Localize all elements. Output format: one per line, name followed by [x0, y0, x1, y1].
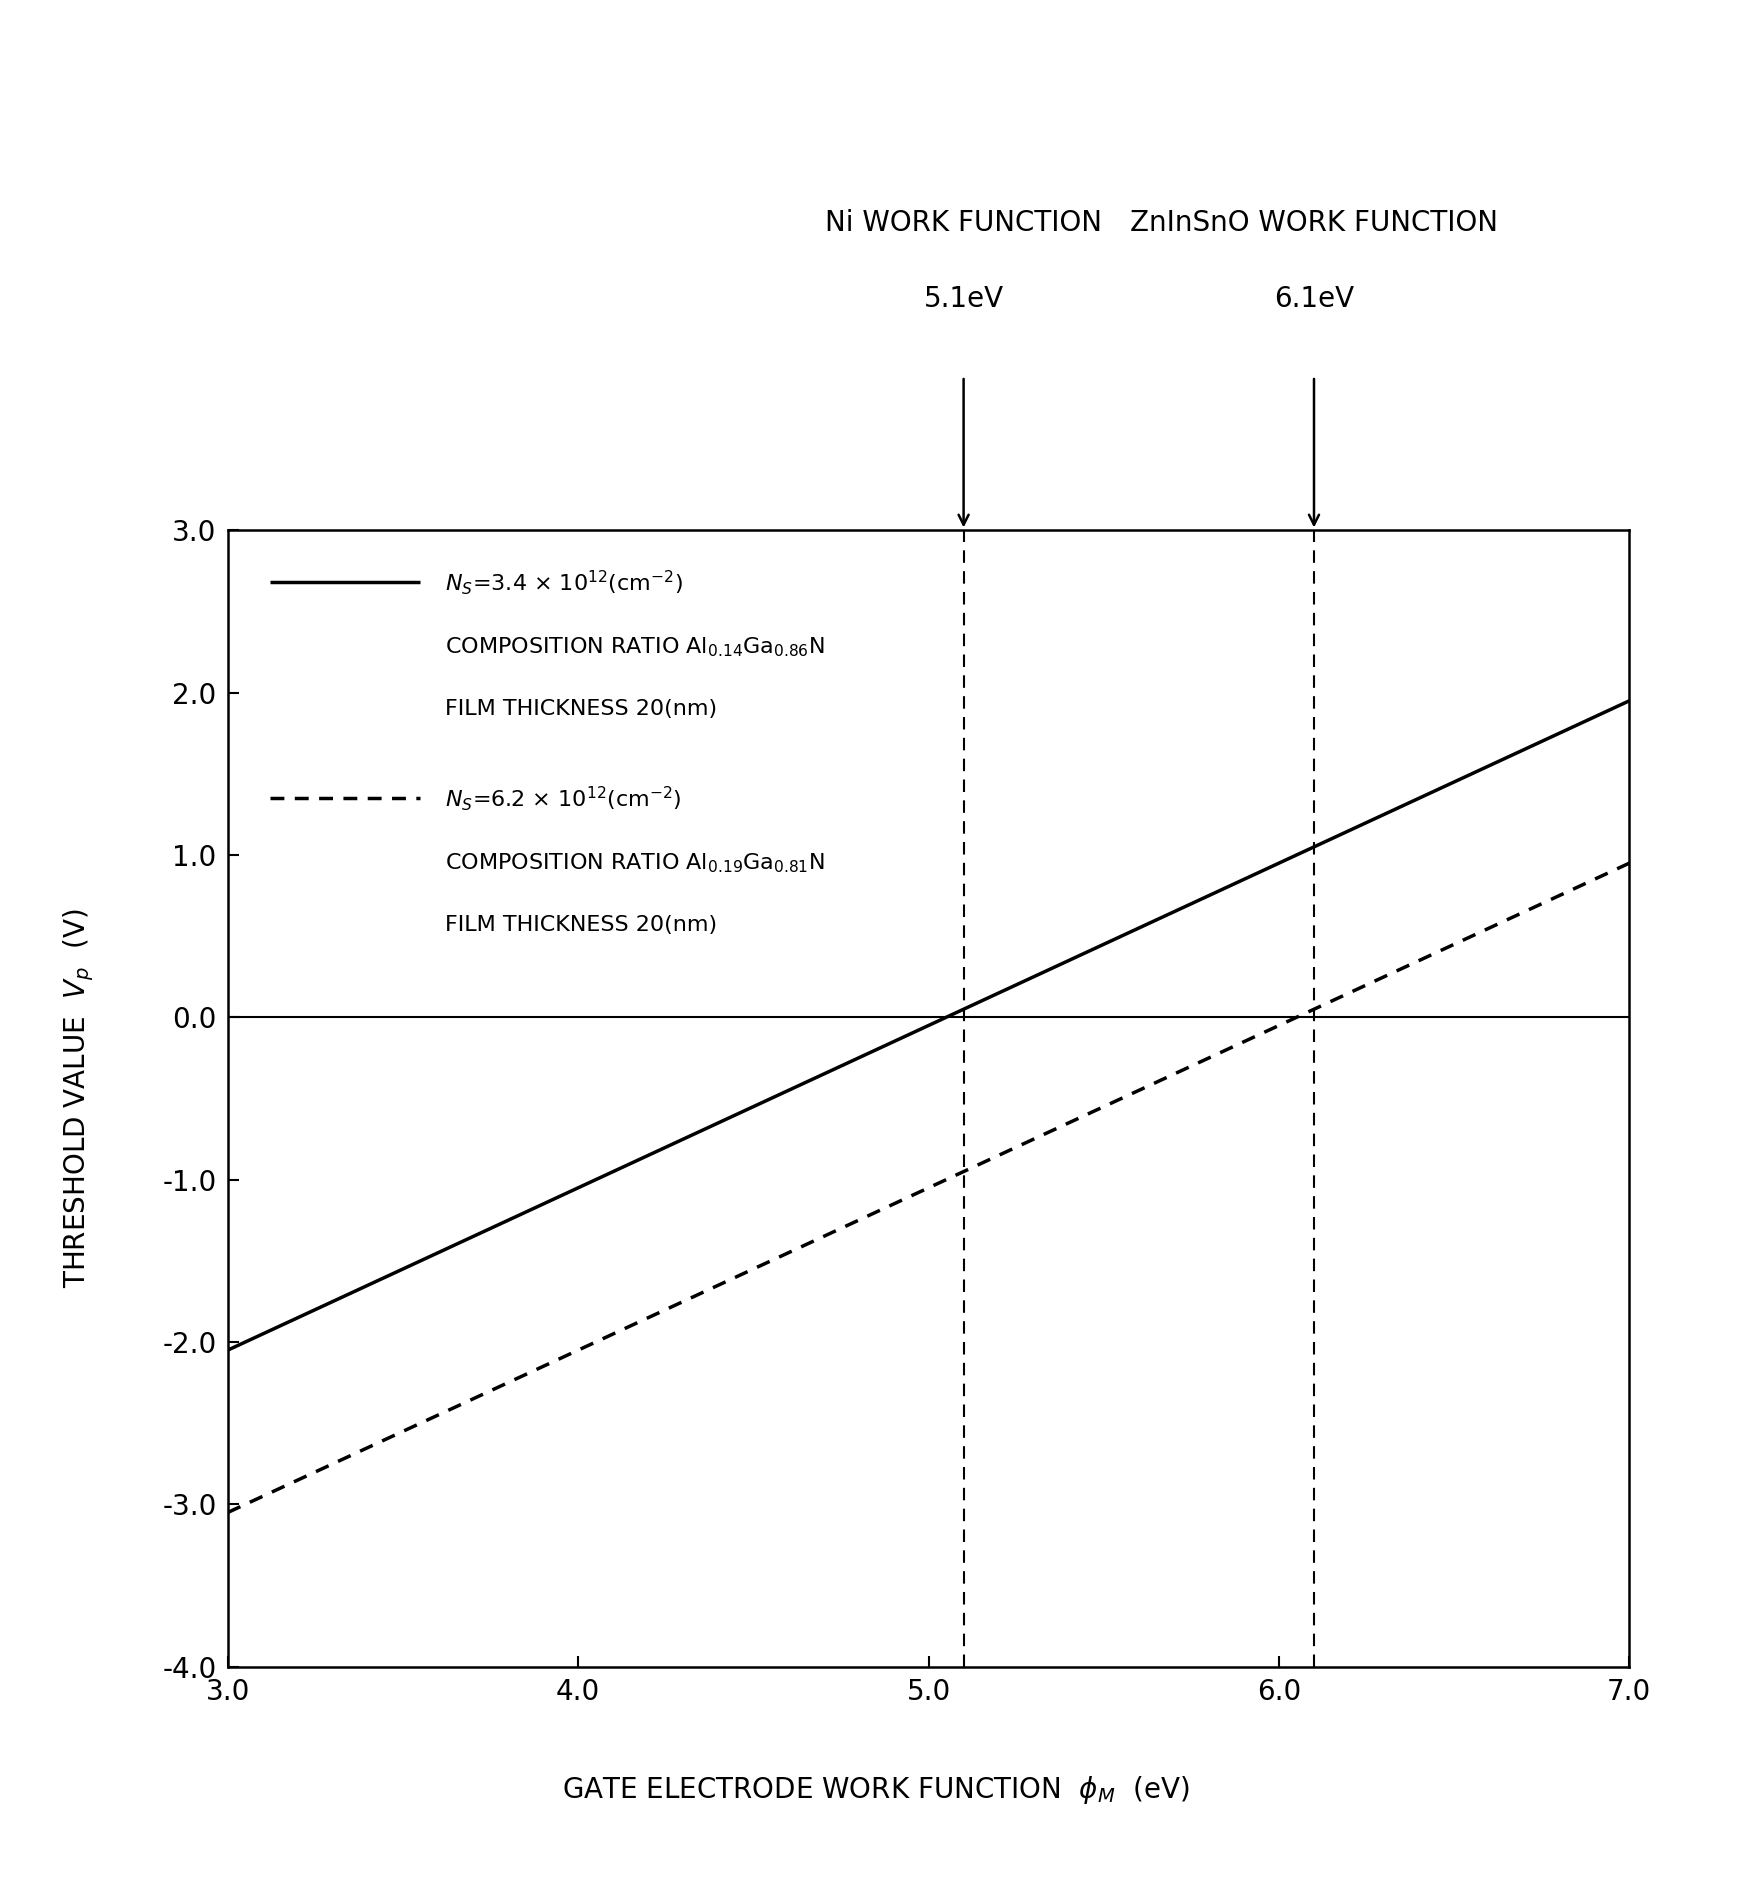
- Text: 5.1eV: 5.1eV: [923, 284, 1004, 313]
- Text: GATE ELECTRODE WORK FUNCTION  $\phi_M$  (eV): GATE ELECTRODE WORK FUNCTION $\phi_M$ (e…: [562, 1775, 1190, 1805]
- Text: $N_S$=6.2 × 10$^{12}$(cm$^{-2}$): $N_S$=6.2 × 10$^{12}$(cm$^{-2}$): [445, 784, 682, 813]
- Text: 6.1eV: 6.1eV: [1274, 284, 1354, 313]
- Text: Ni WORK FUNCTION: Ni WORK FUNCTION: [825, 208, 1102, 237]
- Text: ZnInSnO WORK FUNCTION: ZnInSnO WORK FUNCTION: [1130, 208, 1498, 237]
- Text: $N_S$=3.4 × 10$^{12}$(cm$^{-2}$): $N_S$=3.4 × 10$^{12}$(cm$^{-2}$): [445, 568, 683, 597]
- Text: FILM THICKNESS 20(nm): FILM THICKNESS 20(nm): [445, 915, 717, 936]
- Text: THRESHOLD VALUE  $V_p$  (V): THRESHOLD VALUE $V_p$ (V): [61, 909, 96, 1288]
- Text: COMPOSITION RATIO Al$_{0.14}$Ga$_{0.86}$N: COMPOSITION RATIO Al$_{0.14}$Ga$_{0.86}$…: [445, 634, 825, 659]
- Text: FILM THICKNESS 20(nm): FILM THICKNESS 20(nm): [445, 699, 717, 720]
- Text: COMPOSITION RATIO Al$_{0.19}$Ga$_{0.81}$N: COMPOSITION RATIO Al$_{0.19}$Ga$_{0.81}$…: [445, 850, 825, 875]
